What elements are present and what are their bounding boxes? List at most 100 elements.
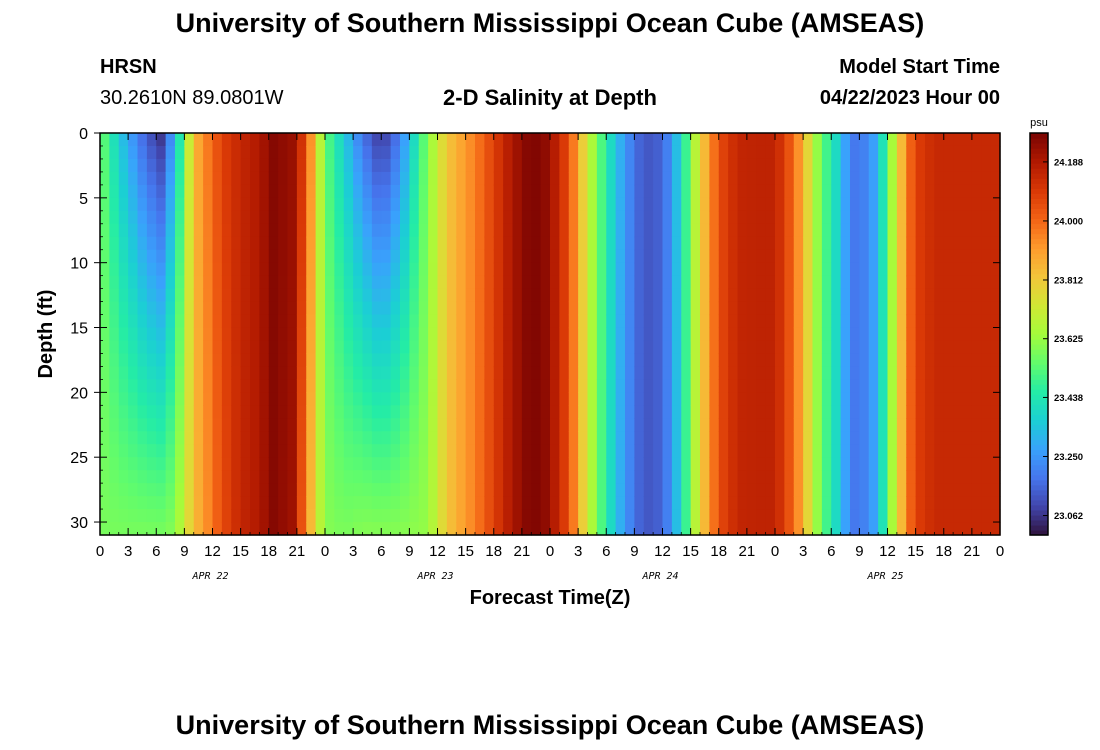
- heatmap-cell: [475, 145, 485, 160]
- heatmap-cell: [765, 262, 776, 277]
- heatmap-cell: [615, 509, 626, 523]
- heatmap-cell: [596, 327, 607, 342]
- heatmap-cell: [400, 223, 410, 238]
- heatmap-cell: [484, 133, 495, 147]
- heatmap-cell: [671, 197, 682, 212]
- heatmap-cell: [343, 288, 354, 303]
- heatmap-cell: [878, 353, 889, 368]
- heatmap-cell: [700, 314, 710, 329]
- heatmap-cell: [109, 314, 120, 329]
- heatmap-cell: [193, 340, 204, 355]
- heatmap-cell: [428, 366, 439, 380]
- date-label: APR 24: [641, 571, 678, 582]
- heatmap-cell: [775, 444, 785, 458]
- heatmap-cell: [803, 353, 814, 368]
- heatmap-cell: [531, 418, 542, 432]
- heatmap-cell: [943, 444, 954, 458]
- heatmap-cell: [456, 223, 467, 238]
- heatmap-cell: [681, 288, 692, 303]
- heatmap-cell: [287, 496, 298, 510]
- heatmap-cell: [700, 496, 710, 510]
- heatmap-cell: [681, 483, 692, 497]
- heatmap-cell: [765, 509, 776, 523]
- heatmap-cell: [934, 275, 945, 290]
- heatmap-cell: [934, 249, 945, 264]
- heatmap-cell: [109, 184, 120, 199]
- heatmap-cell: [296, 210, 307, 225]
- heatmap-cell: [118, 133, 129, 147]
- heatmap-cell: [212, 133, 223, 147]
- heatmap-cell: [446, 249, 457, 264]
- heatmap-cell: [390, 288, 401, 303]
- heatmap-cell: [728, 431, 739, 445]
- heatmap-cell: [296, 236, 307, 251]
- heatmap-cell: [990, 184, 1001, 199]
- heatmap-cell: [756, 353, 767, 368]
- heatmap-cell: [259, 353, 270, 368]
- heatmap-cell: [981, 483, 992, 497]
- heatmap-cell: [878, 301, 889, 316]
- heatmap-cell: [278, 158, 289, 173]
- heatmap-cell: [896, 184, 907, 199]
- heatmap-cell: [109, 418, 120, 432]
- heatmap-cell: [296, 145, 307, 160]
- heatmap-cell: [540, 262, 551, 277]
- heatmap-cell: [634, 366, 645, 380]
- heatmap-cell: [709, 483, 720, 497]
- heatmap-cell: [240, 301, 251, 316]
- heatmap-cell: [287, 158, 298, 173]
- heatmap-cell: [634, 379, 645, 393]
- heatmap-cell: [596, 288, 607, 303]
- heatmap-cell: [156, 340, 167, 355]
- colorbar-segment: [1030, 228, 1048, 235]
- heatmap-cell: [512, 366, 523, 380]
- heatmap-cell: [568, 314, 579, 329]
- heatmap-cell: [850, 522, 860, 536]
- heatmap-cell: [953, 483, 964, 497]
- heatmap-cell: [540, 353, 551, 368]
- heatmap-cell: [737, 262, 748, 277]
- heatmap-cell: [878, 340, 889, 355]
- heatmap-cell: [812, 301, 823, 316]
- heatmap-cell: [475, 470, 485, 484]
- heatmap-cell: [446, 379, 457, 393]
- heatmap-cell: [418, 262, 429, 277]
- heatmap-cell: [765, 133, 776, 147]
- heatmap-cell: [325, 457, 335, 471]
- heatmap-cell: [850, 236, 860, 251]
- heatmap-cell: [709, 431, 720, 445]
- heatmap-cell: [400, 470, 410, 484]
- heatmap-cell: [596, 262, 607, 277]
- heatmap-cell: [118, 379, 129, 393]
- heatmap-cell: [925, 171, 935, 186]
- heatmap-cell: [362, 340, 373, 355]
- heatmap-cell: [175, 184, 185, 199]
- heatmap-cell: [728, 392, 739, 406]
- heatmap-cell: [521, 379, 532, 393]
- heatmap-cell: [934, 184, 945, 199]
- heatmap-cell: [953, 275, 964, 290]
- heatmap-cell: [353, 275, 364, 290]
- heatmap-cell: [193, 470, 204, 484]
- heatmap-cell: [906, 366, 917, 380]
- heatmap-cell: [953, 392, 964, 406]
- heatmap-cell: [400, 262, 410, 277]
- heatmap-cell: [156, 301, 167, 316]
- heatmap-cell: [128, 444, 139, 458]
- heatmap-cell: [531, 133, 542, 147]
- heatmap-cell: [146, 405, 157, 419]
- heatmap-cell: [362, 223, 373, 238]
- heatmap-cell: [943, 133, 954, 147]
- heatmap-cell: [653, 236, 664, 251]
- heatmap-cell: [484, 314, 495, 329]
- heatmap-cell: [287, 470, 298, 484]
- heatmap-cell: [896, 262, 907, 277]
- heatmap-cell: [456, 392, 467, 406]
- heatmap-cell: [146, 327, 157, 342]
- heatmap-cell: [362, 314, 373, 329]
- heatmap-cell: [587, 171, 598, 186]
- heatmap-cell: [475, 249, 485, 264]
- heatmap-cell: [203, 171, 214, 186]
- heatmap-cell: [662, 431, 673, 445]
- heatmap-cell: [175, 210, 185, 225]
